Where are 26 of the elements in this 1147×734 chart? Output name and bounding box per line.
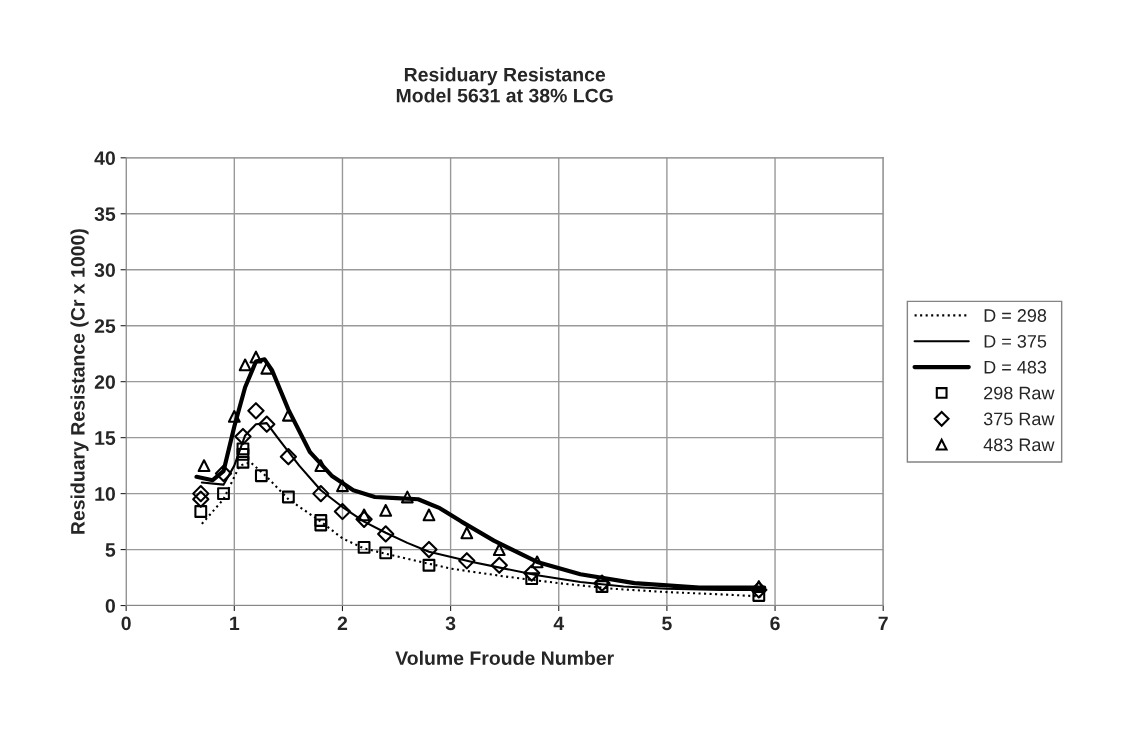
x-tick-label: 2 <box>337 616 348 631</box>
y-tick-label: 25 <box>94 319 116 333</box>
y-tick-label: 40 <box>94 151 115 166</box>
legend-label: D = 375 <box>984 334 1047 348</box>
chart-title: Residuary Resistance Model 5631 at 38% LCG <box>396 67 613 103</box>
legend-label: D = 298 <box>984 309 1047 322</box>
x-tick-label: 5 <box>662 616 672 631</box>
y-tick-label: 10 <box>95 487 115 501</box>
x-tick-label: 1 <box>230 616 240 631</box>
y-tick-label: 20 <box>94 375 115 389</box>
y-tick-label: 5 <box>105 543 116 557</box>
legend-label: 483 Raw <box>983 438 1055 452</box>
x-tick-label: 4 <box>553 616 565 631</box>
x-tick-label: 0 <box>121 616 131 631</box>
legend-label: 375 Raw <box>983 412 1055 426</box>
x-tick-label: 3 <box>445 616 456 631</box>
legend-label: D = 483 <box>984 360 1047 374</box>
y-tick-label: 15 <box>95 431 116 445</box>
x-tick-label: 6 <box>770 616 780 631</box>
x-axis-title: Volume Froude Number <box>395 650 614 666</box>
x-tick-label: 7 <box>878 616 888 631</box>
y-tick-label: 30 <box>94 263 115 278</box>
legend-label: 298 Raw <box>984 386 1055 400</box>
y-axis-title: Residuary Resistance (Cr x 1000) <box>70 229 89 534</box>
y-tick-label: 35 <box>94 207 116 222</box>
y-tick-label: 0 <box>105 599 115 613</box>
